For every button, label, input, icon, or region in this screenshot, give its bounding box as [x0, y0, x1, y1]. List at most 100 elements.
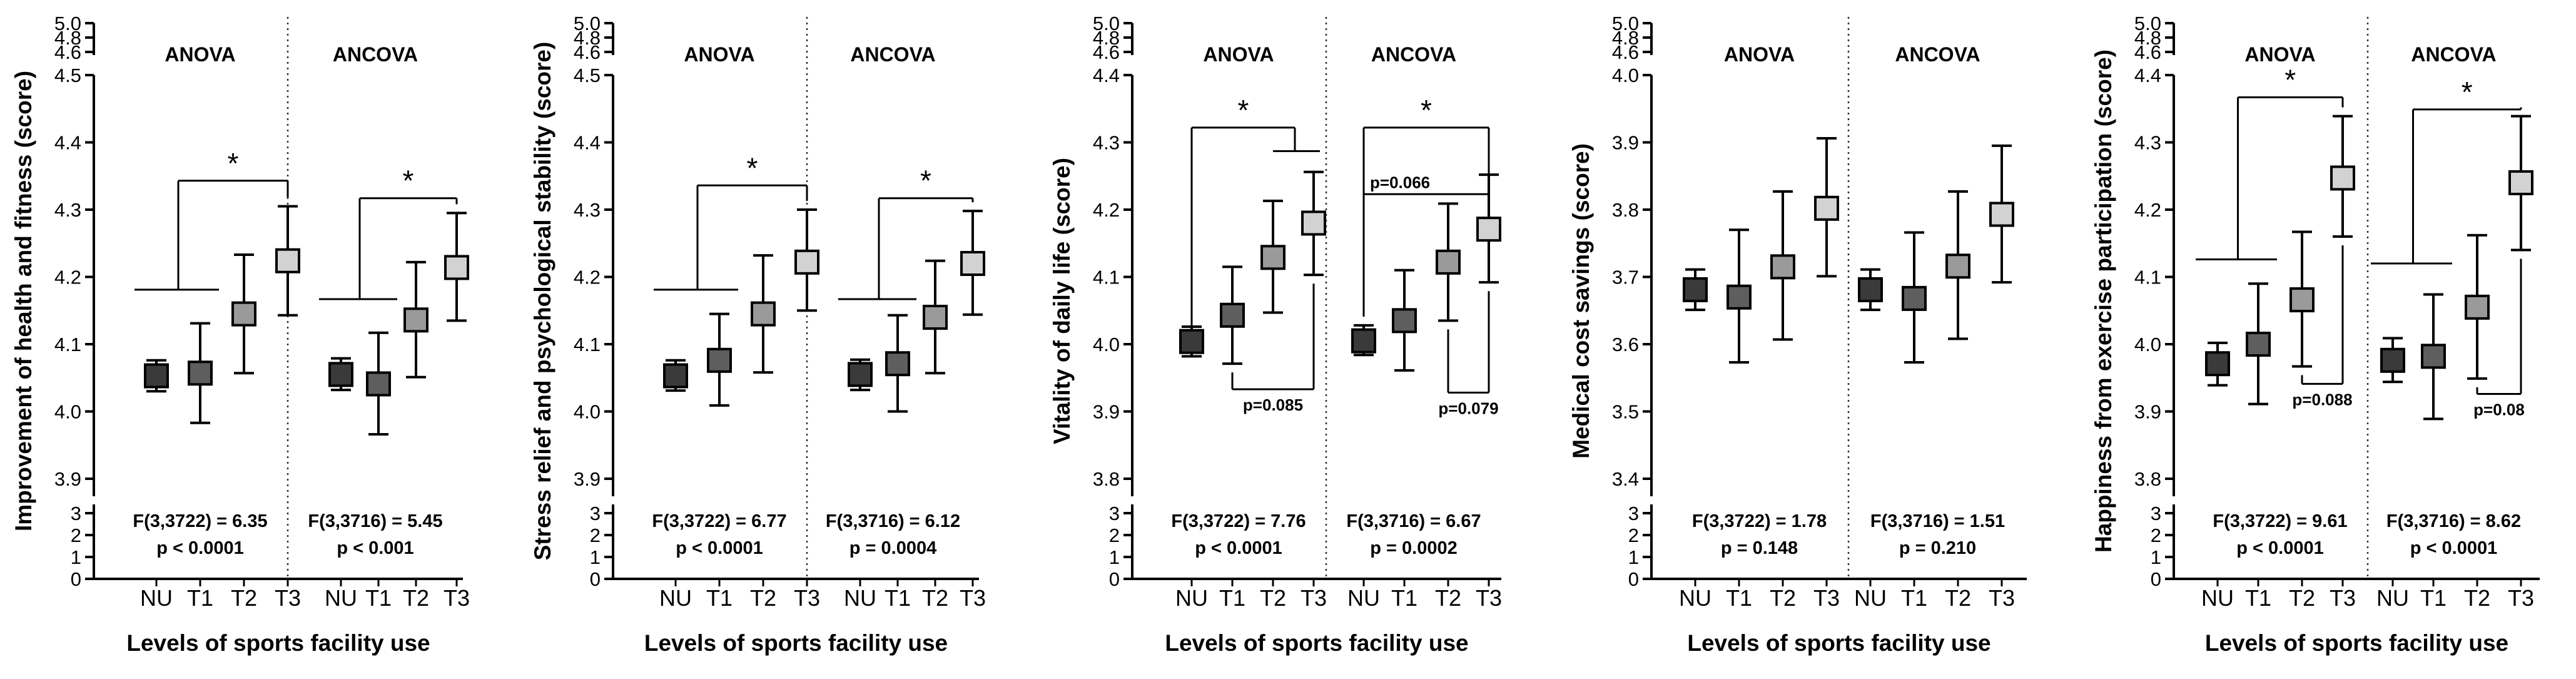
y-tick-top-label: 4.8: [574, 27, 601, 49]
stat-p-value: p < 0.0001: [156, 538, 243, 558]
y-tick-label: 4.2: [1093, 199, 1120, 221]
stat-f-value: F(3,3716) = 8.62: [2386, 511, 2521, 531]
significance-star: *: [228, 147, 239, 180]
y-tick-label: 4.1: [54, 334, 81, 355]
stat-f-value: F(3,3716) = 5.45: [308, 511, 442, 531]
y-tick-lower-label: 3: [71, 503, 81, 524]
x-tick-label: T2: [922, 585, 948, 611]
data-point-nu: [328, 362, 353, 387]
x-axis-label: Levels of sports facility use: [644, 630, 948, 656]
data-point-nu: [848, 362, 873, 387]
stat-p-value: p < 0.0001: [2236, 538, 2323, 558]
y-axis-label: Vitality of daily life (score): [1049, 158, 1075, 444]
x-tick-label: T2: [1260, 585, 1286, 611]
y-tick-lower-label: 1: [2151, 546, 2161, 568]
data-point-t3: [2508, 170, 2533, 195]
x-tick-label: T1: [1726, 585, 1752, 611]
x-tick-label: T3: [275, 585, 301, 611]
x-tick-label: T1: [365, 585, 392, 611]
x-tick-label: T2: [1435, 585, 1461, 611]
y-tick-label: 3.8: [1093, 468, 1120, 490]
y-tick-label: 4.1: [1093, 267, 1120, 288]
x-tick-label: NU: [1854, 585, 1887, 611]
significance-star: *: [1421, 94, 1432, 126]
y-tick-top-label: 4.6: [1093, 41, 1120, 63]
x-tick-label: NU: [325, 585, 357, 611]
group-title-ancova: ANCOVA: [1895, 43, 1980, 66]
data-point-t2: [403, 307, 428, 333]
y-tick-top-label: 4.6: [54, 41, 81, 63]
group-title-ancova: ANCOVA: [850, 43, 935, 66]
data-point-t1: [1902, 285, 1927, 311]
data-point-t1: [188, 360, 213, 386]
data-point-t3: [1814, 195, 1839, 221]
stat-p-value: p = 0.210: [1899, 538, 1976, 558]
x-tick-label: T1: [187, 585, 213, 611]
data-point-t3: [1476, 217, 1501, 242]
y-tick-lower-label: 3: [1628, 503, 1639, 524]
data-point-nu: [1858, 277, 1883, 302]
stat-f-value: F(3,3722) = 7.76: [1171, 511, 1306, 531]
y-tick-top-label: 4.8: [2134, 27, 2161, 49]
y-tick-lower-label: 3: [1109, 503, 1120, 524]
x-tick-label: NU: [844, 585, 876, 611]
y-tick-lower-label: 2: [2151, 524, 2161, 546]
y-tick-label: 3.9: [2134, 401, 2161, 423]
data-point-t2: [1770, 254, 1795, 280]
group-title-anova: ANOVA: [1724, 43, 1795, 66]
data-point-t3: [275, 248, 300, 273]
x-axis-label: Levels of sports facility use: [126, 630, 430, 656]
y-axis-label: Improvement of health and fitness (score…: [11, 71, 36, 531]
group-title-ancova: ANCOVA: [2411, 43, 2496, 66]
y-tick-lower-label: 2: [1628, 524, 1639, 546]
stat-p-value: p < 0.001: [337, 538, 413, 558]
x-tick-label: T3: [2508, 585, 2534, 611]
data-point-t3: [794, 249, 819, 275]
y-tick-lower-label: 2: [71, 524, 81, 546]
y-tick-label: 4.3: [1093, 132, 1120, 154]
y-tick-label: 3.9: [1612, 132, 1639, 154]
significance-star: *: [403, 165, 414, 197]
x-tick-label: T2: [2289, 585, 2315, 611]
x-tick-label: T2: [2464, 585, 2490, 611]
group-title-ancova: ANCOVA: [333, 43, 418, 66]
y-tick-label: 4.0: [1093, 334, 1120, 355]
y-tick-label: 3.9: [574, 468, 601, 490]
data-point-t2: [1260, 245, 1285, 270]
y-tick-label: 4.0: [1612, 64, 1639, 86]
x-tick-label: T2: [750, 585, 776, 611]
significance-star: *: [2284, 63, 2296, 96]
data-point-t1: [2421, 344, 2446, 369]
y-tick-label: 4.4: [1093, 64, 1120, 86]
y-tick-lower-label: 2: [1109, 524, 1120, 546]
stat-f-value: F(3,3722) = 9.61: [2213, 511, 2347, 531]
y-tick-label: 4.5: [54, 64, 81, 86]
data-point-t1: [1392, 308, 1417, 334]
x-tick-label: T3: [444, 585, 470, 611]
data-point-nu: [663, 363, 688, 389]
significance-p-label: p=0.079: [1438, 399, 1498, 417]
x-tick-label: T3: [1989, 585, 2015, 611]
x-tick-label: NU: [1347, 585, 1380, 611]
data-point-nu: [1351, 328, 1376, 354]
group-title-ancova: ANCOVA: [1371, 43, 1456, 66]
x-tick-label: T3: [2330, 585, 2356, 611]
y-tick-label: 4.2: [574, 267, 601, 288]
x-tick-label: T3: [1813, 585, 1840, 611]
data-point-t2: [923, 305, 948, 330]
significance-p-label: p=0.08: [2473, 401, 2525, 419]
y-tick-lower-label: 1: [590, 546, 601, 568]
data-point-t2: [2289, 287, 2315, 313]
y-tick-top-label: 4.8: [1093, 27, 1120, 49]
y-tick-lower-label: 0: [1628, 568, 1639, 590]
x-tick-label: T1: [706, 585, 733, 611]
x-tick-label: T3: [1301, 585, 1327, 611]
x-tick-label: NU: [2376, 585, 2409, 611]
data-point-t1: [707, 347, 732, 373]
y-tick-top-label: 4.6: [2134, 41, 2161, 63]
y-tick-label: 4.2: [54, 267, 81, 288]
